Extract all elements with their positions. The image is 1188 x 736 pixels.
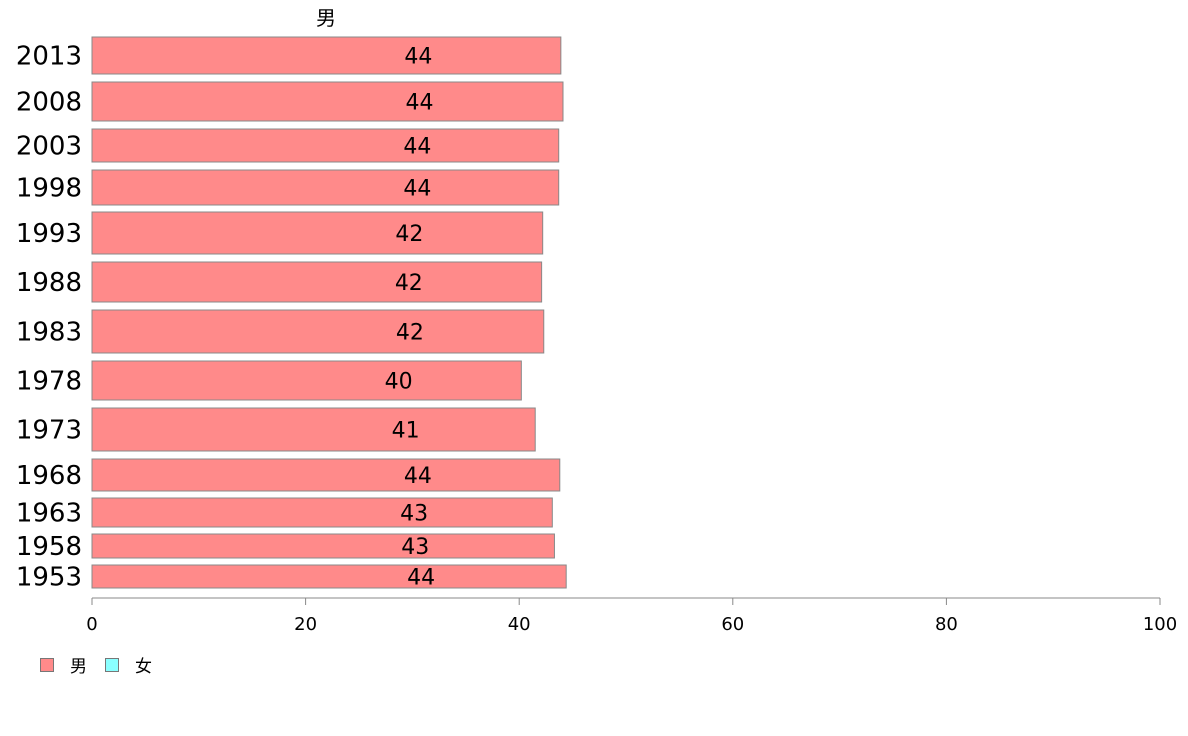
bar-1993 <box>91 211 544 255</box>
bars-group: 2013 44 2008 44 2003 44 1998 44 1993 42 1988 42 1983… <box>16 36 567 593</box>
category-label-1988: 1988 <box>16 268 82 298</box>
bar-1998 <box>91 169 560 206</box>
value-label-1958: 43 <box>401 535 429 560</box>
value-label-1963: 43 <box>400 502 428 527</box>
bar-2003 <box>91 128 560 163</box>
legend-swatch-female <box>105 657 119 672</box>
category-label-1983: 1983 <box>16 318 82 348</box>
value-label-1988: 42 <box>395 271 423 296</box>
category-label-2003: 2003 <box>16 132 82 162</box>
category-label-2013: 2013 <box>16 42 82 72</box>
bar-1968 <box>91 458 561 492</box>
category-label-1958: 1958 <box>16 532 82 562</box>
value-label-1968: 44 <box>404 464 432 489</box>
x-tick-label-80: 80 <box>935 614 958 635</box>
x-tick-label-0: 0 <box>86 614 97 635</box>
chart-header: 男 <box>316 6 336 30</box>
bar-2013 <box>91 36 562 75</box>
bar-1978 <box>91 360 522 401</box>
value-label-1998: 44 <box>403 177 431 202</box>
bar-1958 <box>91 533 555 559</box>
bar-1953 <box>91 564 567 589</box>
bar-1963 <box>91 497 553 528</box>
legend-item-female: 女 <box>105 652 152 677</box>
legend: 男 女 <box>40 652 170 677</box>
bar-1983 <box>91 309 545 354</box>
value-label-2013: 44 <box>404 45 432 70</box>
category-label-1993: 1993 <box>16 219 82 249</box>
value-label-1953: 44 <box>407 566 435 591</box>
x-tick-label-40: 40 <box>508 614 531 635</box>
category-label-1973: 1973 <box>16 416 82 446</box>
x-tick-label-100: 100 <box>1143 614 1177 635</box>
category-label-2008: 2008 <box>16 88 82 118</box>
value-label-1978: 40 <box>385 370 413 395</box>
bar-1988 <box>91 261 543 303</box>
value-label-1983: 42 <box>396 321 424 346</box>
bar-1973 <box>91 407 536 452</box>
value-label-2008: 44 <box>405 91 433 116</box>
legend-label-female: 女 <box>135 657 152 677</box>
value-label-2003: 44 <box>403 135 431 160</box>
value-label-1993: 42 <box>395 222 423 247</box>
legend-label-male: 男 <box>70 657 87 677</box>
category-label-1978: 1978 <box>16 367 82 397</box>
bar-2008 <box>91 81 564 122</box>
category-label-1963: 1963 <box>16 499 82 529</box>
x-tick-label-60: 60 <box>721 614 744 635</box>
legend-item-male: 男 <box>40 652 87 677</box>
category-label-1968: 1968 <box>16 461 82 491</box>
category-label-1998: 1998 <box>16 174 82 204</box>
value-label-1973: 41 <box>392 419 420 444</box>
category-label-1953: 1953 <box>16 563 82 593</box>
legend-swatch-male <box>40 657 54 672</box>
x-axis: 0 20 40 60 80 100 <box>86 597 1177 635</box>
x-tick-label-20: 20 <box>294 614 317 635</box>
